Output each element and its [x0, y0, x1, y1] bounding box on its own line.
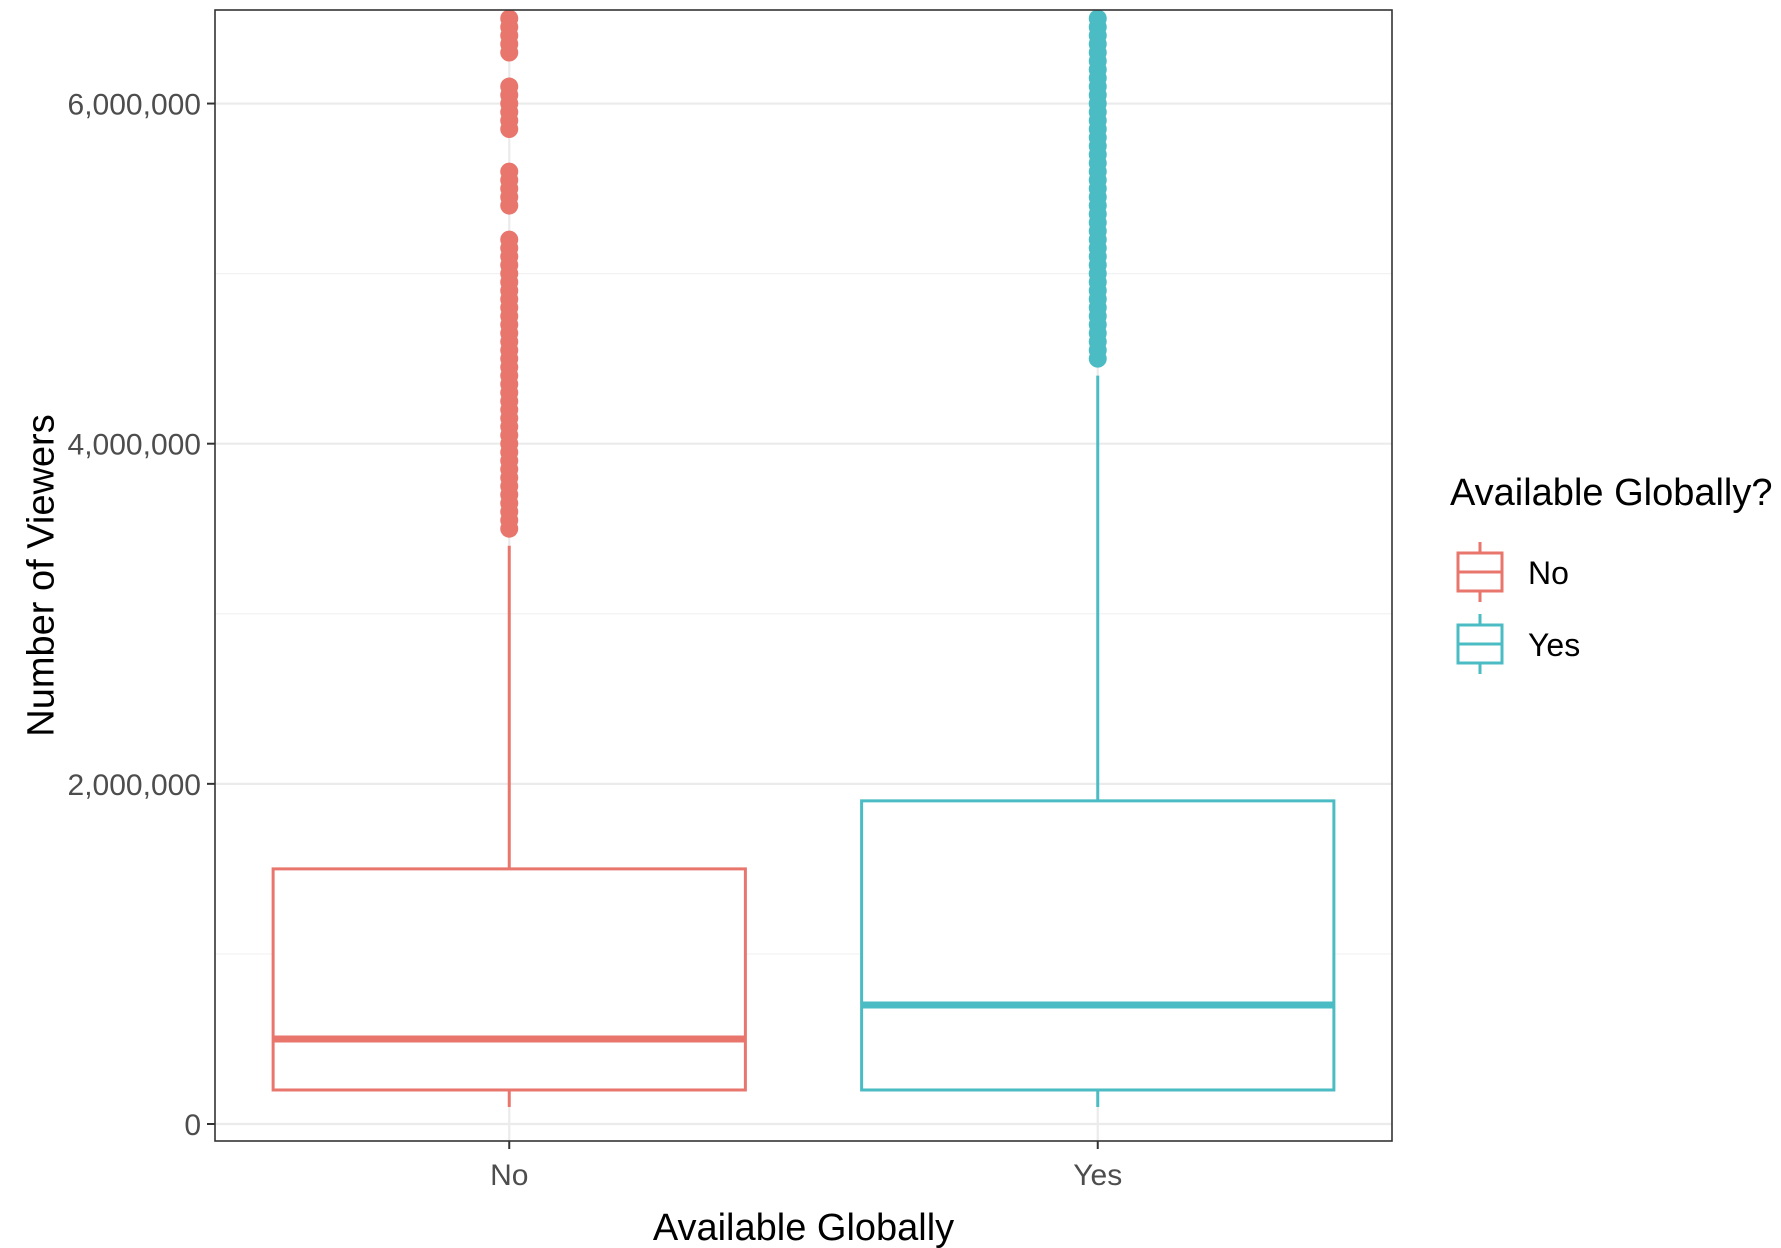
y-tick-label: 2,000,000 [68, 769, 201, 802]
y-tick-label: 0 [184, 1109, 201, 1142]
y-tick-label: 4,000,000 [68, 429, 201, 462]
x-tick-label: Yes [1073, 1159, 1122, 1192]
box-yes [860, 9, 1336, 1107]
box-series [271, 9, 1336, 1107]
iqr-box [860, 799, 1336, 1092]
legend-label-no: No [1528, 555, 1569, 591]
box-no [271, 9, 747, 1107]
outlier-point [1088, 9, 1107, 28]
x-axis-title: Available Globally [653, 1207, 954, 1248]
x-axis: No Yes [490, 1141, 1122, 1192]
y-tick-label: 6,000,000 [68, 89, 201, 122]
iqr-box [271, 867, 747, 1092]
y-axis: 0 2,000,000 4,000,000 6,000,000 [68, 89, 215, 1142]
legend-keys: No Yes [1456, 542, 1580, 674]
y-axis-title: Number of Viewers [20, 414, 62, 736]
legend-key-no: No [1456, 542, 1569, 602]
legend: Available Globally? No Yes [1450, 472, 1773, 674]
legend-label-yes: Yes [1528, 627, 1580, 663]
legend-key-yes: Yes [1456, 614, 1580, 674]
outlier-point [500, 162, 519, 181]
plot-panel-border [214, 9, 1393, 1142]
legend-title: Available Globally? [1450, 472, 1773, 514]
outlier-point [500, 77, 519, 96]
outlier-point [500, 230, 519, 249]
x-tick-label: No [490, 1159, 528, 1192]
outlier-point [500, 9, 519, 28]
